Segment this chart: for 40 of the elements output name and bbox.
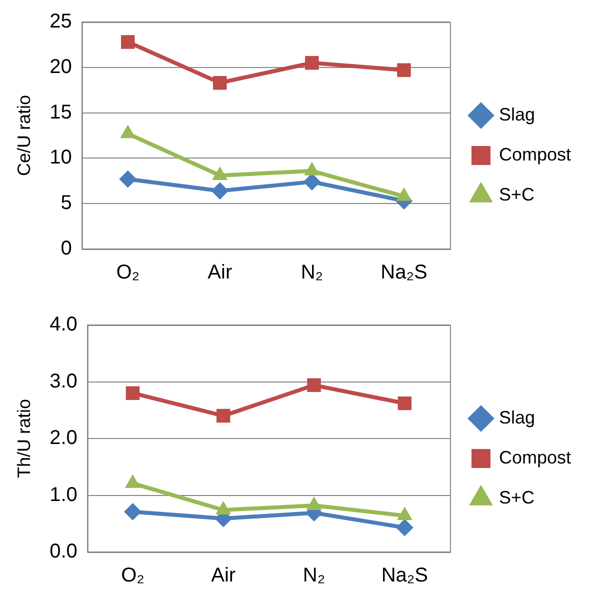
point [307,378,321,392]
x-tick-label: O₂ [121,564,144,587]
point [211,182,228,200]
point [124,503,142,520]
y-axis-title: Th/U ratio [14,398,34,478]
x-tick-label: Na₂S [380,262,428,284]
point [396,519,414,536]
x-tick-label: Air [208,262,232,284]
point [119,170,136,188]
point [303,173,320,190]
y-tick-label: 25 [50,10,72,33]
y-axis-title: Ce/U ratio [14,94,34,176]
y-tick-label: 20 [50,56,72,78]
y-tick-label: 0 [60,238,72,260]
point [213,76,227,90]
legend-label: Slag [498,407,536,428]
legend-label: S+C [498,184,535,204]
y-tick-label: 3.0 [50,370,78,392]
point [398,396,412,410]
y-tick-label: 15 [50,101,72,124]
x-tick-label: N₂ [302,564,326,587]
x-tick-label: O₂ [116,262,140,284]
y-tick-label: 4.0 [50,314,78,336]
y-tick-label: 0.0 [50,540,78,563]
y-tick-label: 2.0 [50,427,78,450]
legend-label: Compost [498,144,572,164]
point [397,63,411,77]
legend-label: S+C [498,487,535,508]
point [121,35,135,49]
point [126,386,140,400]
y-tick-label: 5 [60,192,72,214]
legend-label: Compost [498,447,572,468]
legend-label: Slag [498,104,536,124]
point [216,408,230,423]
x-tick-label: N₂ [300,262,324,284]
x-tick-label: Na₂S [381,564,428,587]
point [305,56,319,70]
x-tick-label: Air [211,564,236,587]
y-tick-label: 10 [50,146,72,169]
y-tick-label: 1.0 [50,484,78,506]
